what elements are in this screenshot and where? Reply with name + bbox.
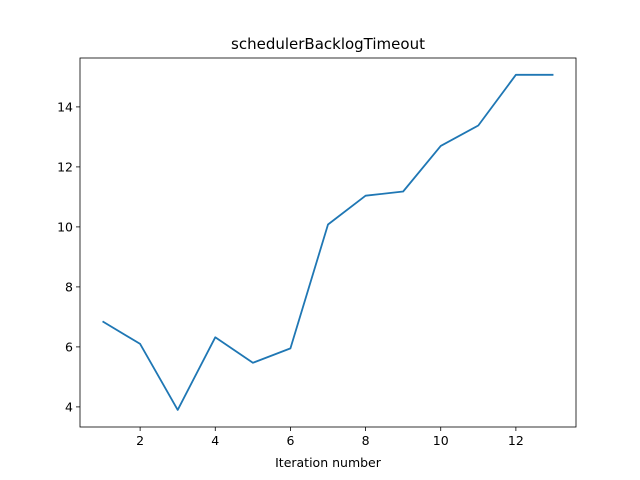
x-tick-label: 6 (286, 433, 294, 448)
plot-area (102, 73, 554, 411)
x-tick-label: 12 (508, 433, 524, 448)
y-tick-label: 6 (65, 339, 73, 354)
y-tick-label: 4 (65, 399, 73, 414)
y-tick-label: 8 (65, 279, 73, 294)
x-axis: 2 4 6 8 10 12 (136, 427, 524, 448)
x-axis-label: Iteration number (275, 455, 382, 470)
x-tick-label: 2 (136, 433, 144, 448)
x-tick-label: 8 (362, 433, 370, 448)
x-tick-label: 10 (433, 433, 449, 448)
x-tick-label: 4 (211, 433, 219, 448)
y-tick-label: 12 (57, 159, 73, 174)
y-tick-label: 10 (57, 219, 73, 234)
chart-title: schedulerBacklogTimeout (231, 35, 425, 53)
y-tick-label: 14 (57, 99, 73, 114)
series-line-0 (102, 73, 554, 411)
axes-frame (79, 57, 577, 428)
y-axis: 4 6 8 10 12 14 (57, 99, 80, 414)
